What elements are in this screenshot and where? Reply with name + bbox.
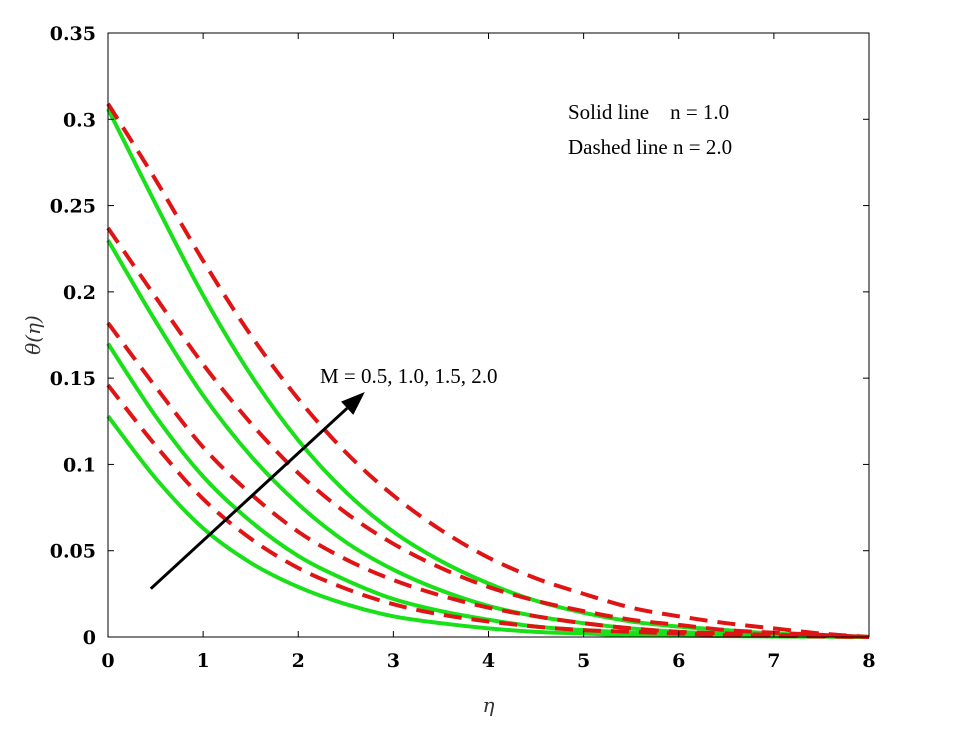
y-tick-label: 0.05 xyxy=(50,541,96,563)
x-tick-label: 8 xyxy=(862,650,875,672)
series-line-dashed-7 xyxy=(106,102,870,639)
series-line-solid-2 xyxy=(106,239,870,639)
arrow-line xyxy=(149,407,349,590)
ticks-layer: 0 1 2 3 4 5 6 7 8 0 0.05 0.1 0.15 0.2 0.25 0.3 0.35 xyxy=(50,23,876,672)
y-tick-label: 0.35 xyxy=(50,23,96,45)
y-tick-label: 0.3 xyxy=(63,109,96,131)
x-tick-label: 4 xyxy=(482,650,495,672)
arrow-head xyxy=(341,391,365,415)
x-tick-label: 2 xyxy=(292,650,305,672)
y-tick-label: 0.25 xyxy=(50,196,96,218)
series-line-dashed-6 xyxy=(106,226,870,639)
plot-frame xyxy=(107,32,870,638)
x-tick-label: 7 xyxy=(767,650,780,672)
y-tick-label: 0.2 xyxy=(63,282,96,304)
x-tick-label: 3 xyxy=(387,650,400,672)
series-line-solid-3 xyxy=(106,108,870,639)
y-tick-label: 0 xyxy=(83,627,96,649)
y-axis-label: θ(η) xyxy=(21,315,45,355)
x-axis-label: η xyxy=(483,693,495,717)
series-layer xyxy=(106,102,870,639)
series-line-dashed-5 xyxy=(106,321,870,639)
x-tick-label: 5 xyxy=(577,650,590,672)
legend-dashed-text: Dashed line n = 2.0 xyxy=(568,135,732,159)
y-tick-label: 0.1 xyxy=(63,454,96,476)
y-tick-label: 0.15 xyxy=(50,368,96,390)
x-tick-label: 1 xyxy=(197,650,210,672)
arrow-label: M = 0.5, 1.0, 1.5, 2.0 xyxy=(320,364,498,388)
x-tick-label: 0 xyxy=(101,650,114,672)
legend-solid-text: Solid line n = 1.0 xyxy=(568,100,729,124)
x-tick-label: 6 xyxy=(672,650,685,672)
